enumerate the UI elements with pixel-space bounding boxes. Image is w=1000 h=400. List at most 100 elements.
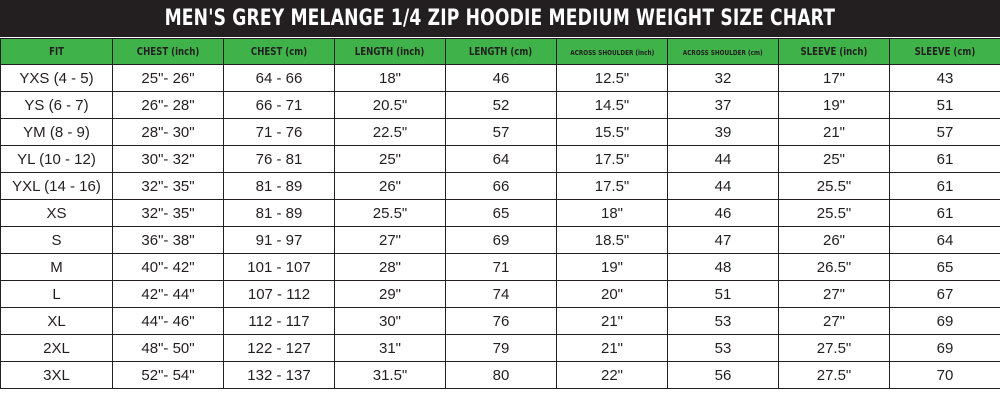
sleeve-cm-cell: 64 bbox=[889, 226, 1000, 254]
column-header-fit: FIT bbox=[0, 38, 113, 65]
table-row: XL 44"- 46" 112 - 117 30" 76 21" 53 27" 69 bbox=[0, 307, 1000, 335]
column-header-sleeve-inch: SLEEVE (inch) bbox=[778, 38, 890, 65]
shoulder-cm-cell: 47 bbox=[667, 226, 779, 254]
chest-inch-cell: 25"- 26" bbox=[112, 64, 224, 92]
length-cm-cell: 74 bbox=[445, 280, 557, 308]
sleeve-cm-cell: 70 bbox=[889, 361, 1000, 389]
length-cm-cell: 65 bbox=[445, 199, 557, 227]
fit-cell: L bbox=[0, 280, 113, 308]
table-row: YS (6 - 7) 26"- 28" 66 - 71 20.5" 52 14.5" 37 1… bbox=[0, 91, 1000, 119]
table-row: L 42"- 44" 107 - 112 29" 74 20" 51 27" 67 bbox=[0, 280, 1000, 308]
shoulder-inch-cell: 17.5" bbox=[556, 145, 668, 173]
chest-inch-cell: 42"- 44" bbox=[112, 280, 224, 308]
shoulder-cm-cell: 51 bbox=[667, 280, 779, 308]
shoulder-inch-cell: 18.5" bbox=[556, 226, 668, 254]
length-cm-cell: 57 bbox=[445, 118, 557, 146]
sleeve-inch-cell: 27" bbox=[778, 307, 890, 335]
chest-inch-cell: 30"- 32" bbox=[112, 145, 224, 173]
column-header-length-inch: LENGTH (inch) bbox=[334, 38, 446, 65]
shoulder-inch-cell: 21" bbox=[556, 334, 668, 362]
chest-inch-cell: 36"- 38" bbox=[112, 226, 224, 254]
sleeve-cm-cell: 43 bbox=[889, 64, 1000, 92]
sleeve-inch-cell: 25.5" bbox=[778, 172, 890, 200]
chest-inch-cell: 32"- 35" bbox=[112, 199, 224, 227]
shoulder-cm-cell: 44 bbox=[667, 145, 779, 173]
chest-cm-cell: 76 - 81 bbox=[223, 145, 335, 173]
chest-inch-cell: 40"- 42" bbox=[112, 253, 224, 281]
fit-cell: YL (10 - 12) bbox=[0, 145, 113, 173]
fit-cell: YXS (4 - 5) bbox=[0, 64, 113, 92]
chest-cm-cell: 81 - 89 bbox=[223, 199, 335, 227]
fit-cell: YXL (14 - 16) bbox=[0, 172, 113, 200]
sleeve-inch-cell: 21" bbox=[778, 118, 890, 146]
shoulder-inch-cell: 17.5" bbox=[556, 172, 668, 200]
chest-cm-cell: 64 - 66 bbox=[223, 64, 335, 92]
column-header-shoulder-cm: ACROSS SHOULDER (cm) bbox=[667, 38, 779, 65]
chest-inch-cell: 28"- 30" bbox=[112, 118, 224, 146]
length-cm-cell: 80 bbox=[445, 361, 557, 389]
shoulder-cm-cell: 46 bbox=[667, 199, 779, 227]
length-inch-cell: 25" bbox=[334, 145, 446, 173]
chest-inch-cell: 32"- 35" bbox=[112, 172, 224, 200]
chest-cm-cell: 132 - 137 bbox=[223, 361, 335, 389]
chest-inch-cell: 44"- 46" bbox=[112, 307, 224, 335]
fit-cell: 3XL bbox=[0, 361, 113, 389]
shoulder-inch-cell: 22" bbox=[556, 361, 668, 389]
column-header-length-cm: LENGTH (cm) bbox=[445, 38, 557, 65]
length-inch-cell: 29" bbox=[334, 280, 446, 308]
shoulder-inch-cell: 18" bbox=[556, 199, 668, 227]
shoulder-inch-cell: 12.5" bbox=[556, 64, 668, 92]
table-row: YL (10 - 12) 30"- 32" 76 - 81 25" 64 17.5" 44 2… bbox=[0, 145, 1000, 173]
shoulder-cm-cell: 37 bbox=[667, 91, 779, 119]
length-cm-cell: 66 bbox=[445, 172, 557, 200]
sleeve-inch-cell: 25" bbox=[778, 145, 890, 173]
sleeve-inch-cell: 27.5" bbox=[778, 361, 890, 389]
length-inch-cell: 25.5" bbox=[334, 199, 446, 227]
chest-cm-cell: 71 - 76 bbox=[223, 118, 335, 146]
chest-cm-cell: 101 - 107 bbox=[223, 253, 335, 281]
sleeve-cm-cell: 61 bbox=[889, 172, 1000, 200]
sleeve-inch-cell: 27.5" bbox=[778, 334, 890, 362]
sleeve-inch-cell: 25.5" bbox=[778, 199, 890, 227]
fit-cell: XL bbox=[0, 307, 113, 335]
size-table: FIT CHEST (inch) CHEST (cm) LENGTH (inch… bbox=[0, 38, 1000, 389]
table-row: YXL (14 - 16) 32"- 35" 81 - 89 26" 66 17.5" 44… bbox=[0, 172, 1000, 200]
length-cm-cell: 71 bbox=[445, 253, 557, 281]
sleeve-cm-cell: 61 bbox=[889, 145, 1000, 173]
header-row: FIT CHEST (inch) CHEST (cm) LENGTH (inch… bbox=[0, 38, 1000, 65]
length-cm-cell: 79 bbox=[445, 334, 557, 362]
table-row: S 36"- 38" 91 - 97 27" 69 18.5" 47 26" 64 bbox=[0, 226, 1000, 254]
chest-cm-cell: 81 - 89 bbox=[223, 172, 335, 200]
shoulder-inch-cell: 14.5" bbox=[556, 91, 668, 119]
column-header-chest-cm: CHEST (cm) bbox=[223, 38, 335, 65]
length-inch-cell: 31" bbox=[334, 334, 446, 362]
column-header-sleeve-cm: SLEEVE (cm) bbox=[889, 38, 1000, 65]
shoulder-cm-cell: 53 bbox=[667, 307, 779, 335]
table-row: M 40"- 42" 101 - 107 28" 71 19" 48 26.5" 65 bbox=[0, 253, 1000, 281]
length-inch-cell: 27" bbox=[334, 226, 446, 254]
fit-cell: YS (6 - 7) bbox=[0, 91, 113, 119]
shoulder-inch-cell: 19" bbox=[556, 253, 668, 281]
chest-cm-cell: 122 - 127 bbox=[223, 334, 335, 362]
shoulder-cm-cell: 48 bbox=[667, 253, 779, 281]
fit-cell: 2XL bbox=[0, 334, 113, 362]
shoulder-cm-cell: 56 bbox=[667, 361, 779, 389]
length-cm-cell: 52 bbox=[445, 91, 557, 119]
table-row: YM (8 - 9) 28"- 30" 71 - 76 22.5" 57 15.5" 39 2… bbox=[0, 118, 1000, 146]
sleeve-inch-cell: 27" bbox=[778, 280, 890, 308]
length-inch-cell: 26" bbox=[334, 172, 446, 200]
length-inch-cell: 28" bbox=[334, 253, 446, 281]
length-cm-cell: 46 bbox=[445, 64, 557, 92]
shoulder-cm-cell: 53 bbox=[667, 334, 779, 362]
sleeve-inch-cell: 19" bbox=[778, 91, 890, 119]
fit-cell: XS bbox=[0, 199, 113, 227]
length-inch-cell: 31.5" bbox=[334, 361, 446, 389]
table-row: 3XL 52"- 54" 132 - 137 31.5" 80 22" 56 27.5" 70 bbox=[0, 361, 1000, 389]
shoulder-inch-cell: 21" bbox=[556, 307, 668, 335]
chest-cm-cell: 91 - 97 bbox=[223, 226, 335, 254]
shoulder-cm-cell: 44 bbox=[667, 172, 779, 200]
sleeve-cm-cell: 57 bbox=[889, 118, 1000, 146]
length-cm-cell: 64 bbox=[445, 145, 557, 173]
length-inch-cell: 30" bbox=[334, 307, 446, 335]
